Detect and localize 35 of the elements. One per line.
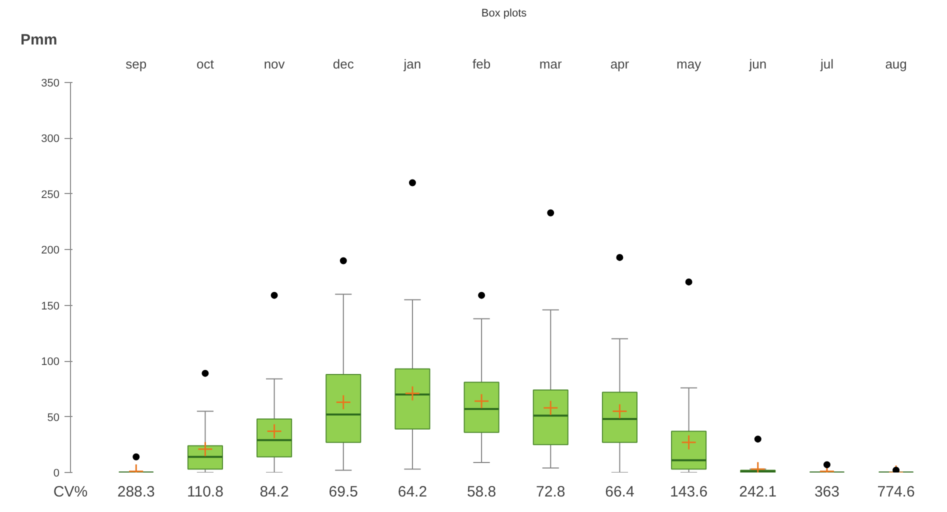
text: 363 bbox=[814, 484, 840, 500]
x-tick-label: jun bbox=[748, 56, 767, 72]
x-tick-label: oct bbox=[196, 56, 214, 72]
text: 64.2 bbox=[398, 484, 428, 500]
text: 288.3 bbox=[117, 484, 155, 500]
text: 66.4 bbox=[605, 484, 634, 500]
text: 69.5 bbox=[328, 484, 358, 500]
x-tick-label: sep bbox=[126, 56, 147, 72]
x-tick-label: mar bbox=[539, 56, 562, 72]
text: 84.2 bbox=[260, 484, 289, 500]
text: 72.8 bbox=[536, 484, 566, 500]
x-tick-label: jan bbox=[402, 56, 422, 72]
y-tick-label: 350 bbox=[41, 78, 60, 90]
text: 58.8 bbox=[466, 484, 496, 500]
y-tick-label: 250 bbox=[41, 188, 60, 201]
x-tick-label: jul bbox=[819, 56, 834, 72]
x-tick-label: aug bbox=[885, 56, 907, 72]
y-tick-label: 50 bbox=[47, 412, 60, 424]
chart-title: Box plots bbox=[481, 8, 528, 20]
x-tick-label: may bbox=[676, 56, 702, 72]
text: 774.6 bbox=[877, 484, 915, 500]
y-tick-label: 200 bbox=[41, 244, 60, 257]
text: 110.8 bbox=[187, 484, 224, 500]
x-tick-label: nov bbox=[264, 56, 286, 72]
text: 242.1 bbox=[739, 484, 777, 500]
y-tick-label: 300 bbox=[41, 133, 60, 146]
text: CV% bbox=[53, 484, 88, 500]
x-tick-label: dec bbox=[332, 56, 354, 72]
x-tick-label: apr bbox=[610, 56, 630, 72]
x-tick-label: feb bbox=[472, 56, 491, 72]
text: 143.6 bbox=[670, 484, 708, 500]
y-tick-label: 150 bbox=[41, 300, 60, 312]
y-tick-label: 0 bbox=[53, 468, 60, 480]
y-tick-label: 100 bbox=[41, 356, 60, 368]
y-axis-title: Pmm bbox=[20, 32, 58, 48]
